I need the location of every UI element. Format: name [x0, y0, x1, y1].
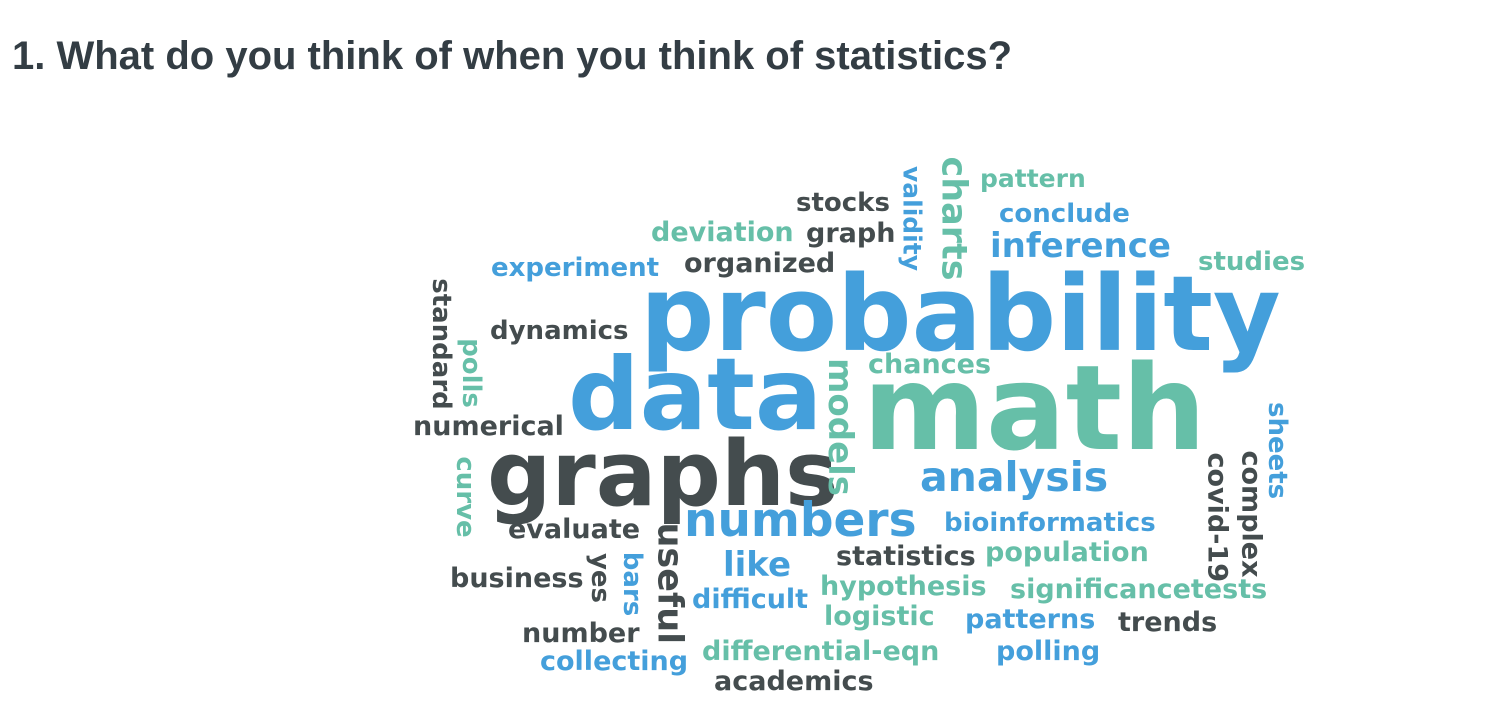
word-useful: useful: [649, 522, 690, 645]
word-validity: validity: [897, 165, 927, 272]
word-hypothesis: hypothesis: [820, 571, 987, 602]
word-business: business: [450, 563, 584, 594]
word-pattern: pattern: [980, 164, 1086, 193]
word-bioinformatics: bioinformatics: [944, 508, 1156, 538]
word-like: like: [723, 545, 792, 585]
word-polls: polls: [456, 338, 486, 408]
word-number: number: [522, 618, 640, 649]
word-sheets: sheets: [1262, 402, 1292, 500]
word-significancetests: significancetests: [1010, 574, 1268, 605]
word-complex: complex: [1235, 450, 1267, 578]
word-analysis: analysis: [920, 453, 1109, 501]
word-polling: polling: [996, 636, 1101, 667]
word-curve: curve: [450, 456, 480, 538]
word-stocks: stocks: [796, 188, 890, 218]
word-experiment: experiment: [491, 253, 660, 283]
word-logistic: logistic: [824, 601, 935, 632]
word-organized: organized: [684, 248, 836, 279]
word-yes: yes: [585, 552, 615, 604]
word-numerical: numerical: [413, 411, 564, 442]
word-graph: graph: [806, 218, 896, 249]
word-data: data: [568, 336, 823, 453]
word-covid-19: covid-19: [1201, 452, 1233, 583]
word-evaluate: evaluate: [508, 514, 641, 545]
word-studies: studies: [1198, 247, 1306, 277]
word-charts: charts: [933, 156, 974, 281]
word-conclude: conclude: [999, 199, 1130, 229]
word-statistics: statistics: [836, 541, 976, 572]
word-collecting: collecting: [540, 646, 689, 677]
word-models: models: [820, 357, 860, 497]
word-math: math: [863, 339, 1206, 477]
word-trends: trends: [1118, 607, 1218, 638]
word-bars: bars: [617, 551, 647, 617]
word-graphs: graphs: [487, 422, 839, 527]
word-differential-eqn: differential-eqn: [702, 636, 940, 667]
word-deviation: deviation: [651, 217, 794, 248]
word-inference: inference: [990, 226, 1171, 266]
word-academics: academics: [714, 666, 874, 697]
word-dynamics: dynamics: [490, 316, 629, 346]
word-numbers: numbers: [684, 493, 917, 548]
word-standard: standard: [426, 278, 456, 410]
word-patterns: patterns: [965, 604, 1096, 635]
word-population: population: [985, 537, 1149, 568]
word-probability: probability: [640, 253, 1281, 375]
question-title: 1. What do you think of when you think o…: [12, 34, 1013, 78]
word-chances: chances: [868, 349, 992, 380]
word-difficult: difficult: [692, 584, 809, 615]
